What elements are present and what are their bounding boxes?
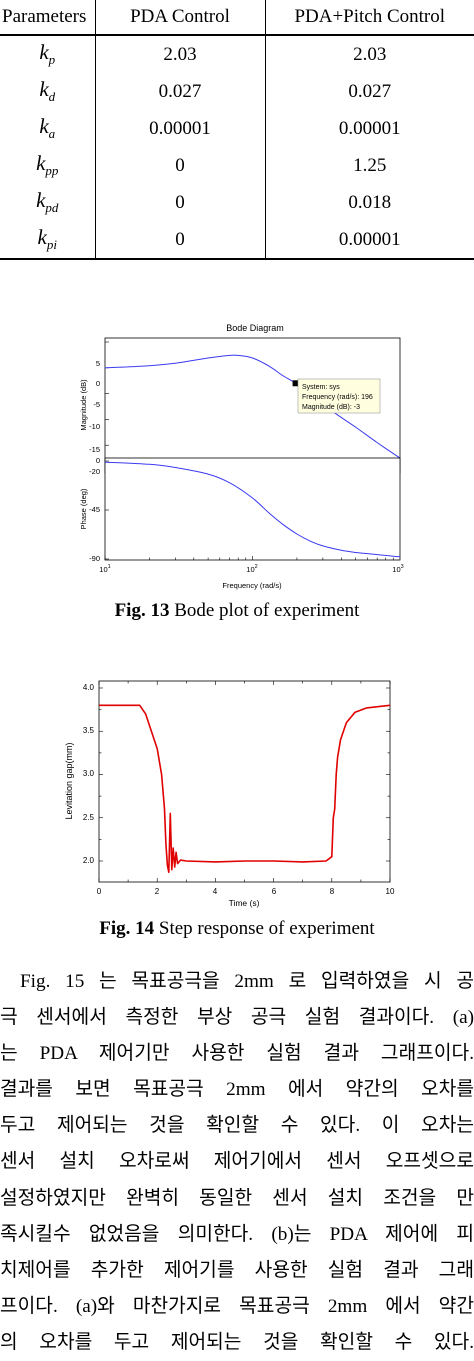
param-symbol: ka bbox=[0, 110, 96, 147]
parameter-table: Parameters PDA Control PDA+Pitch Control… bbox=[0, 0, 474, 262]
param-symbol: kd bbox=[0, 73, 96, 110]
fig14-caption: Fig. 14 Step response of experiment bbox=[99, 918, 375, 939]
paragraph-line: 두고 제어되는 것을 확인할 수 있다. 이 오차는 bbox=[0, 1115, 474, 1137]
bode-figure: Bode Diagram Magnitude (dB) 5 0 -5 -10 -… bbox=[60, 318, 410, 594]
datatip-magnitude: Magnitude (dB): -3 bbox=[302, 404, 360, 411]
gap-tick-label: 2.0 bbox=[83, 856, 95, 865]
pitch-value: 1.25 bbox=[353, 154, 387, 176]
col-header-pda-pitch: PDA+Pitch Control bbox=[265, 0, 474, 36]
time-tick-label: 2 bbox=[155, 887, 160, 896]
freq-tick-label: 103 bbox=[392, 564, 403, 574]
time-tick-label: 4 bbox=[213, 887, 218, 896]
paragraph-line: 결과를 보면 목표공극 2mm 에서 약간의 오차를 bbox=[0, 1079, 474, 1101]
table-row: kpi 0 0.00001 bbox=[0, 221, 474, 260]
table-row: kd 0.027 0.027 bbox=[0, 73, 474, 110]
col-header-pda: PDA Control bbox=[95, 0, 266, 36]
paragraph-line: 의 오차를 두고 제어되는 것을 확인할 수 있다. bbox=[0, 1331, 474, 1353]
pitch-value: 0.027 bbox=[348, 80, 392, 102]
pda-value: 0.027 bbox=[95, 73, 266, 110]
freq-tick-label: 101 bbox=[99, 564, 110, 574]
paragraph-line: 는 PDA 제어기만 사용한 실험 결과 그래프이다. bbox=[0, 1043, 474, 1065]
pitch-value: 2.03 bbox=[353, 43, 387, 65]
fig13-caption: Fig. 13 Bode plot of experiment bbox=[114, 600, 360, 621]
phase-axes bbox=[104, 457, 401, 561]
gap-ylabel: Levitation gap(mm) bbox=[64, 742, 74, 819]
step-response-plot: Levitation gap(mm) 2.0 2.5 3.0 3.5 4.0 0… bbox=[64, 680, 395, 908]
magnitude-series-line bbox=[104, 354, 401, 459]
datatip-marker bbox=[292, 380, 299, 387]
pda-value: 0.00001 bbox=[95, 110, 266, 147]
param-symbol: kpp bbox=[0, 147, 96, 184]
mag-tick-label: 0 bbox=[96, 379, 100, 388]
datatip-frequency: Frequency (rad/s): 196 bbox=[302, 394, 373, 401]
pda-value: 0 bbox=[95, 184, 266, 221]
magnitude-ylabel: Magnitude (dB) bbox=[79, 379, 88, 431]
step-axes bbox=[98, 680, 391, 883]
table-row: kp 2.03 2.03 bbox=[0, 35, 474, 73]
phase-ylabel: Phase (deg) bbox=[79, 488, 88, 529]
bode-title: Bode Diagram bbox=[226, 323, 284, 333]
frequency-xlabel: Frequency (rad/s) bbox=[222, 581, 282, 590]
time-tick-label: 6 bbox=[272, 887, 277, 896]
phase-tick-label: 0 bbox=[96, 456, 100, 465]
pitch-value: 0.018 bbox=[348, 191, 392, 213]
paragraph-line: 치제어를 추가한 제어기를 사용한 실험 결과 그래 bbox=[0, 1259, 474, 1281]
body-paragraph: Fig. 15 는 목표공극을 2mm 로 입력하였을 시 공 극 센서에서 측… bbox=[0, 964, 474, 1361]
mag-tick-label: -5 bbox=[93, 400, 100, 409]
phase-series-line bbox=[104, 461, 401, 558]
paragraph-line: 족시킬수 없었음을 의미한다. (b)는 PDA 제어에 피 bbox=[0, 1223, 474, 1245]
gap-tick-label: 3.5 bbox=[83, 726, 95, 735]
step-figure: Levitation gap(mm) 2.0 2.5 3.0 3.5 4.0 0… bbox=[58, 676, 403, 912]
mag-tick-label: -15 bbox=[89, 445, 100, 454]
table-row: ka 0.00001 0.00001 bbox=[0, 110, 474, 147]
table-row: kpp 0 1.25 bbox=[0, 147, 474, 184]
paragraph-line: Fig. 15 는 목표공극을 2mm 로 입력하였을 시 공 bbox=[20, 971, 474, 992]
phase-tick-label: -45 bbox=[89, 505, 100, 514]
datatip-box bbox=[297, 378, 381, 414]
phase-tick-label: -90 bbox=[89, 554, 100, 563]
param-symbol: kpi bbox=[0, 221, 96, 260]
step-series-line bbox=[99, 704, 391, 873]
pitch-value: 0.00001 bbox=[265, 221, 474, 260]
param-symbol: kp bbox=[0, 35, 96, 73]
time-xlabel: Time (s) bbox=[229, 898, 260, 908]
gap-tick-label: 4.0 bbox=[83, 683, 95, 692]
pitch-value: 0.00001 bbox=[338, 117, 401, 139]
mag-tick-label: -10 bbox=[89, 422, 100, 431]
freq-tick-label: 102 bbox=[246, 564, 257, 574]
bode-plot: Bode Diagram Magnitude (dB) 5 0 -5 -10 -… bbox=[79, 323, 404, 590]
pda-value: 0 bbox=[95, 147, 266, 184]
time-tick-label: 8 bbox=[330, 887, 335, 896]
mag-tick-label: 5 bbox=[96, 359, 100, 368]
phase-tick-marks bbox=[104, 460, 394, 560]
mag-tick-label: -20 bbox=[89, 467, 100, 476]
pda-value: 2.03 bbox=[95, 35, 266, 73]
table-row: kpd 0 0.018 bbox=[0, 184, 474, 221]
paragraph-line: 극 센서에서 측정한 부상 공극 실험 결과이다. (a) bbox=[0, 1007, 474, 1029]
paragraph-line: 프이다. (a)와 마찬가지로 목표공극 2mm 에서 약간 bbox=[0, 1295, 474, 1317]
paragraph-line: 설정하였지만 완벽히 동일한 센서 설치 조건을 만 bbox=[0, 1187, 474, 1209]
col-header-parameters: Parameters bbox=[0, 0, 96, 36]
time-tick-label: 0 bbox=[97, 887, 102, 896]
gap-tick-label: 3.0 bbox=[83, 769, 95, 778]
step-tick-marks bbox=[98, 681, 391, 882]
param-symbol: kpd bbox=[0, 184, 96, 221]
table-header-row: Parameters PDA Control PDA+Pitch Control bbox=[0, 0, 474, 36]
datatip-system: System: sys bbox=[302, 384, 340, 391]
pda-value: 0 bbox=[95, 221, 266, 260]
time-tick-label: 10 bbox=[386, 887, 395, 896]
paragraph-line: 센서 설치 오차로써 제어기에서 센서 오프셋으로 bbox=[0, 1151, 474, 1173]
gap-tick-label: 2.5 bbox=[83, 813, 95, 822]
